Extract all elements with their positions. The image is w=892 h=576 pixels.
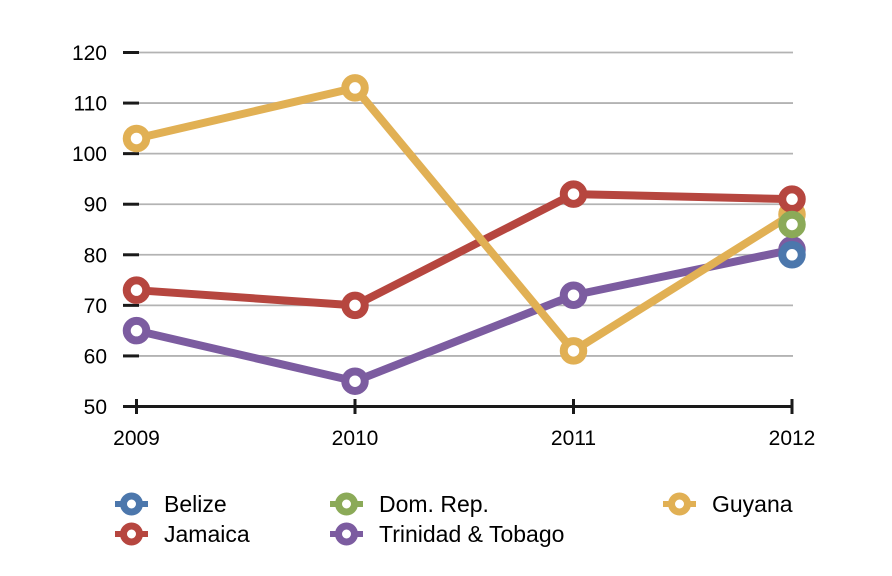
legend-label: Trinidad & Tobago — [379, 521, 565, 547]
y-axis-label-110: 110 — [74, 93, 107, 116]
legend-label: Jamaica — [164, 521, 250, 547]
legend-label: Guyana — [712, 491, 793, 517]
y-axis-label-80: 80 — [84, 244, 107, 267]
data-point-guyana-2010 — [341, 74, 369, 102]
y-axis-label-50: 50 — [84, 396, 107, 419]
chart-plot-area: 50 60 70 80 90 100 110 120 2009 2010 2011 2012 — [72, 42, 816, 450]
data-point-guyana-2011 — [559, 337, 588, 365]
legend-marker-icon — [330, 492, 363, 516]
legend-marker-icon — [663, 492, 696, 516]
series-line-guyana — [132, 83, 796, 355]
legend-label: Dom. Rep. — [379, 491, 489, 517]
series-line-trinidad-tobago — [132, 245, 796, 386]
x-axis-label-2011: 2011 — [551, 427, 596, 450]
data-point-trinidad-tobago-2009 — [122, 316, 151, 345]
data-point-jamaica-2009 — [122, 276, 151, 304]
y-axis-label-120: 120 — [72, 42, 107, 65]
legend-marker-icon — [330, 522, 363, 546]
x-axis-label-2009: 2009 — [113, 427, 160, 450]
data-point-trinidad-tobago-2011 — [559, 281, 588, 309]
legend-marker-icon — [115, 492, 148, 516]
data-point-guyana-2009 — [122, 124, 151, 153]
series-line-jamaica — [132, 190, 796, 310]
x-axis-label-2012: 2012 — [769, 427, 816, 450]
legend-marker-icon — [115, 522, 148, 546]
y-axis-label-60: 60 — [84, 345, 107, 368]
y-axis-label-100: 100 — [72, 143, 107, 166]
data-point-jamaica-2011 — [559, 180, 588, 208]
data-point-trinidad-tobago-2010 — [341, 367, 369, 395]
legend-item-guyana: Guyana — [663, 491, 793, 517]
y-axis-label-90: 90 — [84, 194, 107, 217]
legend-item-jamaica: Jamaica — [115, 521, 250, 547]
data-point-jamaica-2012 — [778, 185, 806, 213]
data-point-belize-2012 — [778, 241, 806, 269]
y-axis-label-70: 70 — [84, 295, 107, 318]
legend-item-belize: Belize — [115, 491, 227, 517]
x-axis-label-2010: 2010 — [332, 427, 379, 450]
legend-label: Belize — [164, 491, 227, 517]
data-point-dom-rep--2012 — [778, 210, 806, 239]
legend-item-trinidad-tobago: Trinidad & Tobago — [330, 521, 564, 547]
legend-item-dom-rep-: Dom. Rep. — [330, 491, 489, 517]
data-point-jamaica-2010 — [341, 291, 369, 320]
